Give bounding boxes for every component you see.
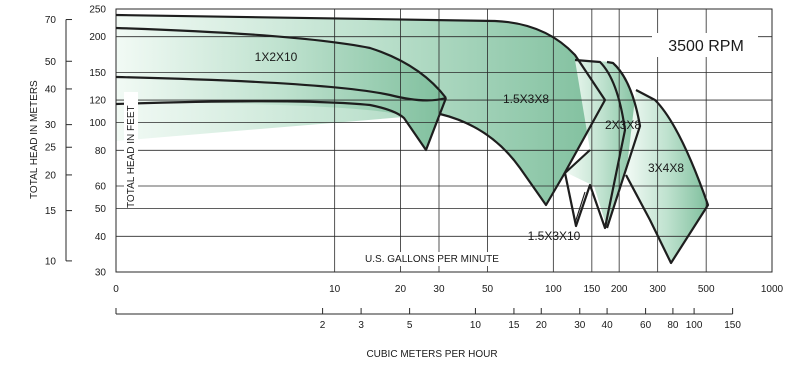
curve-1.5x3x10: [563, 58, 627, 230]
x2-tick-30: 30: [574, 320, 586, 331]
plot-border: [115, 8, 773, 273]
y-tick-250: 250: [89, 5, 106, 16]
curve-2x3x8: [605, 60, 642, 229]
y2-tick-40: 40: [45, 84, 57, 95]
coverage-areas: [116, 15, 708, 263]
y-title-bg: [124, 92, 138, 208]
x2-tick-100: 100: [686, 320, 703, 331]
x-axis-title: U.S. GALLONS PER MINUTE: [365, 254, 499, 265]
x2-tick-60: 60: [640, 320, 652, 331]
x-tick-1000: 1000: [761, 284, 784, 295]
x2-tick-80: 80: [667, 320, 679, 331]
y-axis-feet: 30 40 50 60 80 100 120 150 200 250: [89, 5, 106, 279]
leader-1.5x3x10: [574, 191, 586, 224]
rpm-label: 3500 RPM: [668, 38, 744, 55]
curve-label-1x2x10: 1X2X10: [255, 50, 298, 64]
x-tick-200: 200: [611, 284, 628, 295]
x-tick-20: 20: [395, 284, 407, 295]
x-tick-500: 500: [698, 284, 715, 295]
y-tick-40: 40: [95, 232, 107, 243]
y2-tick-50: 50: [45, 57, 57, 68]
x-tick-150: 150: [583, 284, 600, 295]
x2-tick-150: 150: [724, 320, 741, 331]
x2-tick-2: 2: [320, 320, 326, 331]
curve-1x2x10-upper: [115, 26, 447, 99]
x2-tick-40: 40: [602, 320, 614, 331]
x-tick-30: 30: [433, 284, 445, 295]
y-tick-60: 60: [95, 182, 107, 193]
x-axis-gpm: 0 10 20 30 50 100 150 200 300 500 1000: [113, 284, 783, 295]
x-axis-m3h: 2 3 5 10 15 20 30 40 60 80 100 150: [115, 308, 741, 331]
curve-label-3x4x8: 3X4X8: [648, 161, 684, 175]
y-tick-150: 150: [89, 68, 106, 79]
y2-tick-30: 30: [45, 120, 57, 131]
area-2x3x8: [565, 60, 640, 228]
area-3x4x8: [626, 90, 708, 263]
x2-axis-title: CUBIC METERS PER HOUR: [366, 349, 497, 360]
y2-tick-15: 15: [45, 206, 57, 217]
x2-tick-5: 5: [407, 320, 413, 331]
curve-label-1.5x3x10: 1.5X3X10: [528, 229, 581, 243]
x2-tick-15: 15: [508, 320, 520, 331]
y-tick-80: 80: [95, 146, 107, 157]
rpm-label-bg: [652, 33, 758, 57]
x-title-bg: [352, 252, 512, 266]
x-tick-300: 300: [649, 284, 666, 295]
curve-1.5x3x8-upper: [115, 13, 607, 207]
curve-label-1.5x3x8: 1.5X3X8: [503, 92, 549, 106]
x-tick-50: 50: [482, 284, 494, 295]
curve-label-2x3x8: 2X3X8: [605, 118, 641, 132]
x2-tick-3: 3: [358, 320, 364, 331]
y-tick-50: 50: [95, 204, 107, 215]
x2-tick-10: 10: [470, 320, 482, 331]
curve-labels: 1X2X10 1.5X3X8 1.5X3X10 2X3X8 3X4X8: [255, 50, 685, 243]
y2-tick-25: 25: [45, 143, 57, 154]
y-tick-200: 200: [89, 32, 106, 43]
y-tick-100: 100: [89, 118, 106, 129]
curve-1x2x10-lower: [115, 97, 448, 152]
y2-axis-title: TOTAL HEAD IN METERS: [29, 80, 40, 199]
y2-tick-70: 70: [45, 15, 57, 26]
area-1x2x10: [116, 28, 446, 150]
curve-3x4x8: [625, 89, 710, 265]
x-tick-100: 100: [545, 284, 562, 295]
y-axis-title: TOTAL HEAD IN FEET: [126, 105, 137, 208]
y2-tick-20: 20: [45, 170, 57, 181]
curve-1x2x10-mid: [115, 75, 447, 102]
y2-tick-10: 10: [45, 256, 57, 267]
pump-curves: [115, 13, 710, 265]
x-tick-0: 0: [113, 284, 119, 295]
x-tick-10: 10: [329, 284, 341, 295]
y-tick-120: 120: [89, 96, 106, 107]
y-tick-30: 30: [95, 268, 107, 279]
x2-tick-20: 20: [536, 320, 548, 331]
y-axis-meters: 10 15 20 25 30 40 50 70: [45, 15, 72, 267]
